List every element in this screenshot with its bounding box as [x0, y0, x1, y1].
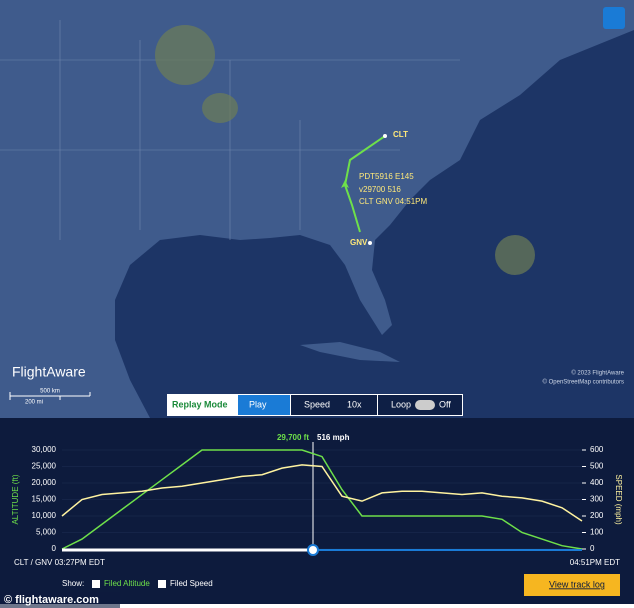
- y2-tick-label: 600: [590, 445, 604, 454]
- checkbox-label[interactable]: Filed Altitude: [104, 579, 150, 588]
- footer-bg: [0, 592, 120, 608]
- flight-info: v29700 516: [359, 185, 401, 194]
- track-log-button[interactable]: [524, 574, 620, 596]
- cursor-altitude: 29,700 ft: [277, 433, 309, 442]
- flight-info: PDT5916 E145: [359, 172, 414, 181]
- map-borders: [0, 20, 460, 240]
- y-tick-label: 10,000: [32, 511, 57, 520]
- speed-button[interactable]: [291, 395, 377, 415]
- scale-bar: [9, 392, 91, 400]
- chart: 0 5,000 10,000 15,000 20,000 25,000 30,000 0 100…: [11, 433, 623, 553]
- attribution: © OpenStreetMap contributors: [543, 379, 624, 386]
- end-time: 04:51PM EDT: [570, 558, 620, 567]
- weather: [495, 235, 535, 275]
- footer: © flightaware.com: [4, 594, 99, 606]
- loop-label[interactable]: Loop: [391, 399, 411, 409]
- loop-value[interactable]: Off: [439, 399, 451, 409]
- map-cuba: [300, 342, 400, 362]
- track-log-label[interactable]: View track log: [549, 579, 605, 589]
- play-button[interactable]: [238, 395, 290, 415]
- airport-dot: [383, 134, 387, 138]
- plane-icon: [341, 180, 349, 188]
- scale-mi: 200 mi: [25, 400, 43, 406]
- attribution: © 2023 FlightAware: [571, 370, 624, 377]
- y2-axis-label: SPEED (mph): [614, 474, 623, 525]
- checkbox-label[interactable]: Filed Speed: [170, 579, 213, 588]
- airport-label: CLT: [393, 130, 408, 139]
- y2-tick-label: 100: [590, 528, 604, 537]
- y-tick-label: 20,000: [32, 478, 57, 487]
- weather: [202, 93, 238, 123]
- airport-dot: [368, 241, 372, 245]
- y-tick-label: 30,000: [32, 445, 57, 454]
- y2-tick-label: 200: [590, 511, 604, 520]
- y-tick-label: 0: [52, 544, 57, 553]
- y2-tick-label: 500: [590, 462, 604, 471]
- scale-km: 500 km: [40, 389, 60, 395]
- checkbox[interactable]: [92, 580, 100, 588]
- play-label[interactable]: Play: [249, 399, 267, 409]
- y-axis-label: ALTITUDE (ft): [11, 474, 20, 524]
- airport-label: GNV: [350, 238, 368, 247]
- y2-tick-label: 300: [590, 495, 604, 504]
- timeline-handle[interactable]: [307, 544, 319, 556]
- checkbox[interactable]: [158, 580, 166, 588]
- y2-tick-label: 400: [590, 478, 604, 487]
- flight-info: CLT GNV 04:51PM: [359, 197, 428, 206]
- cursor-speed: 516 mph: [317, 433, 350, 442]
- layers-button[interactable]: [603, 7, 625, 29]
- y-tick-label: 15,000: [32, 495, 57, 504]
- start-time: CLT / GNV 03:27PM EDT: [14, 558, 105, 567]
- series-line: [61, 464, 583, 522]
- loop-toggle[interactable]: [415, 400, 435, 410]
- speed-value[interactable]: 10x: [347, 399, 362, 409]
- weather: [155, 25, 215, 85]
- map-land: [0, 0, 634, 418]
- speed-label[interactable]: Speed: [304, 399, 330, 409]
- y-tick-label: 5,000: [36, 528, 57, 537]
- y2-tick-label: 0: [590, 544, 595, 553]
- replay-mode: Replay Mode: [172, 399, 228, 409]
- show-label: Show:: [62, 579, 84, 588]
- y-tick-label: 25,000: [32, 462, 57, 471]
- logo: FlightAware: [12, 364, 86, 380]
- chart-panel: [0, 418, 634, 604]
